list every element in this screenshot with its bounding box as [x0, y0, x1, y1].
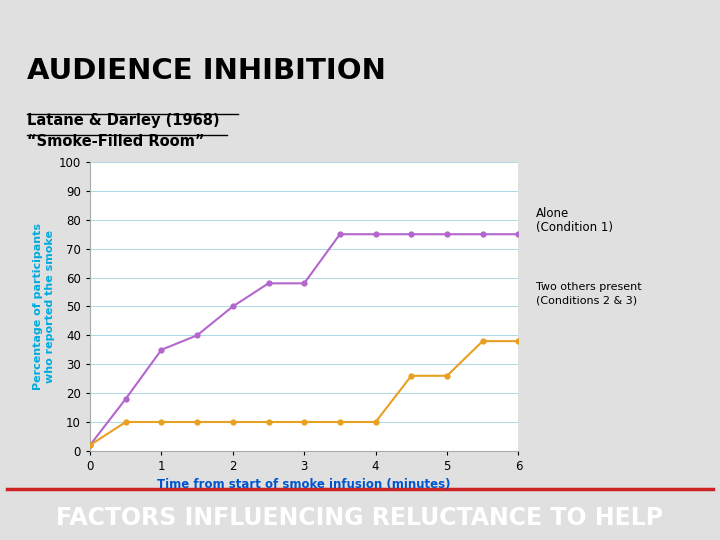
Text: Latane & Darley (1968): Latane & Darley (1968) — [27, 113, 220, 129]
X-axis label: Time from start of smoke infusion (minutes): Time from start of smoke infusion (minut… — [158, 478, 451, 491]
Text: “Smoke-Filled Room”: “Smoke-Filled Room” — [27, 134, 205, 149]
Text: (Condition 1): (Condition 1) — [536, 221, 613, 234]
Text: FACTORS INFLUENCING RELUCTANCE TO HELP: FACTORS INFLUENCING RELUCTANCE TO HELP — [56, 507, 664, 530]
Y-axis label: Percentage of participants
who reported the smoke: Percentage of participants who reported … — [33, 223, 55, 390]
Text: (Conditions 2 & 3): (Conditions 2 & 3) — [536, 296, 637, 306]
Text: Alone: Alone — [536, 207, 570, 220]
Text: AUDIENCE INHIBITION: AUDIENCE INHIBITION — [27, 57, 386, 85]
Text: Two others present: Two others present — [536, 282, 642, 292]
